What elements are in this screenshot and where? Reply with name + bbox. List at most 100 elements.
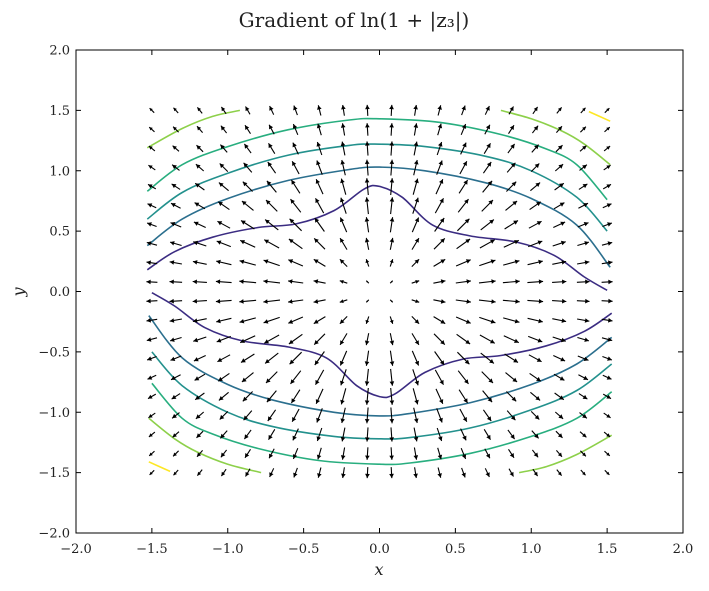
gradient-arrow bbox=[532, 468, 539, 477]
gradient-arrow bbox=[433, 238, 446, 250]
gradient-arrow bbox=[263, 239, 280, 249]
gradient-arrow bbox=[292, 428, 299, 441]
contour-line bbox=[146, 143, 608, 232]
gradient-arrow bbox=[460, 447, 467, 460]
gradient-arrow bbox=[242, 181, 253, 192]
gradient-arrow bbox=[146, 337, 158, 342]
gradient-arrow bbox=[265, 199, 278, 212]
gradient-arrow bbox=[478, 299, 496, 304]
gradient-arrow bbox=[220, 449, 228, 458]
gradient-arrow bbox=[389, 407, 395, 424]
gradient-arrow bbox=[603, 431, 611, 438]
gradient-arrow bbox=[194, 202, 206, 210]
gradient-arrow bbox=[219, 163, 229, 172]
gradient-arrow bbox=[364, 368, 370, 386]
gradient-arrow bbox=[316, 160, 323, 175]
gradient-arrow bbox=[389, 159, 395, 176]
gradient-arrow bbox=[268, 429, 276, 440]
gradient-arrow bbox=[172, 126, 179, 133]
x-tick-label: −0.5 bbox=[288, 542, 320, 557]
gradient-arrow bbox=[146, 279, 158, 285]
gradient-arrow bbox=[315, 198, 325, 214]
gradient-arrow bbox=[219, 430, 228, 439]
contour-line bbox=[151, 351, 613, 440]
gradient-arrow bbox=[290, 370, 302, 385]
gradient-arrow bbox=[239, 335, 256, 344]
gradient-arrow bbox=[172, 450, 179, 457]
gradient-arrow bbox=[195, 411, 205, 420]
x-axis-label: x bbox=[374, 560, 383, 579]
gradient-arrow bbox=[339, 258, 348, 267]
gradient-arrow bbox=[148, 450, 155, 457]
gradient-arrow bbox=[389, 217, 395, 233]
gradient-arrow bbox=[263, 316, 280, 324]
gradient-arrow bbox=[527, 279, 544, 284]
gradient-arrow bbox=[434, 217, 445, 232]
gradient-arrow bbox=[460, 123, 467, 136]
gradient-arrow bbox=[263, 259, 280, 267]
gradient-arrow bbox=[169, 298, 183, 304]
gradient-arrow bbox=[170, 374, 181, 381]
gradient-arrow bbox=[508, 124, 515, 134]
gradient-arrow bbox=[504, 353, 519, 363]
y-tick-label: 0.0 bbox=[49, 285, 70, 300]
gradient-arrow bbox=[365, 141, 370, 156]
gradient-arrow bbox=[288, 316, 304, 324]
gradient-arrow bbox=[314, 351, 325, 366]
gradient-arrow bbox=[601, 318, 613, 323]
gradient-arrow bbox=[576, 298, 590, 304]
gradient-arrow bbox=[484, 124, 491, 135]
x-tick-label: −2.0 bbox=[60, 542, 92, 557]
contour-line bbox=[151, 382, 613, 466]
gradient-arrow bbox=[479, 239, 496, 249]
gradient-arrow bbox=[530, 391, 541, 401]
gradient-arrow bbox=[458, 389, 469, 404]
gradient-arrow bbox=[316, 447, 322, 460]
gradient-arrow bbox=[507, 143, 516, 154]
gradient-arrow bbox=[216, 335, 231, 343]
gradient-arrow bbox=[411, 237, 420, 250]
y-axis-ticks: −2.0 −1.5 −1.0 −0.5 0.0 0.5 1.0 1.5 2.0 bbox=[38, 44, 683, 542]
gradient-arrow bbox=[244, 124, 251, 134]
x-tick-label: 1.0 bbox=[521, 542, 542, 557]
x-axis-ticks: −2.0 −1.5 −1.0 −0.5 0.0 0.5 1.0 1.5 2.0 bbox=[60, 50, 693, 557]
gradient-arrow bbox=[604, 107, 610, 114]
gradient-arrow bbox=[313, 279, 326, 284]
gradient-arrow bbox=[502, 279, 520, 284]
gradient-arrow bbox=[602, 374, 612, 380]
gradient-arrow bbox=[196, 125, 204, 133]
gradient-arrow bbox=[313, 316, 326, 325]
gradient-arrow bbox=[479, 259, 496, 267]
gradient-arrow bbox=[148, 164, 156, 171]
gradient-arrow bbox=[220, 125, 228, 134]
gradient-arrow bbox=[457, 218, 470, 232]
gradient-arrow bbox=[601, 279, 613, 285]
gradient-arrow bbox=[341, 104, 346, 116]
gradient-arrow bbox=[436, 408, 443, 423]
gradient-arrow bbox=[389, 280, 394, 284]
gradient-arrow bbox=[288, 333, 303, 345]
gradient-arrow bbox=[530, 163, 540, 172]
gradient-arrow bbox=[315, 369, 325, 385]
gradient-arrow bbox=[172, 431, 180, 438]
gradient-arrow bbox=[436, 160, 443, 175]
gradient-arrow bbox=[365, 316, 370, 324]
y-tick-label: 2.0 bbox=[49, 44, 70, 59]
gradient-arrow bbox=[480, 352, 495, 364]
gradient-arrow bbox=[552, 336, 566, 343]
gradient-arrow bbox=[552, 318, 567, 323]
gradient-arrow bbox=[479, 316, 496, 324]
gradient-arrow bbox=[578, 374, 589, 381]
gradient-arrow bbox=[263, 334, 280, 344]
gradient-arrow bbox=[265, 371, 278, 384]
gradient-arrow bbox=[554, 182, 565, 191]
gradient-arrow bbox=[502, 299, 520, 304]
gradient-arrow bbox=[456, 238, 471, 250]
gradient-arrow bbox=[554, 411, 564, 420]
gradient-arrow bbox=[553, 355, 566, 362]
gradient-arrow bbox=[147, 183, 157, 190]
gradient-arrow bbox=[173, 107, 179, 114]
gradient-arrow bbox=[413, 159, 419, 176]
gradient-arrow bbox=[364, 350, 370, 366]
gradient-arrow bbox=[293, 105, 298, 116]
